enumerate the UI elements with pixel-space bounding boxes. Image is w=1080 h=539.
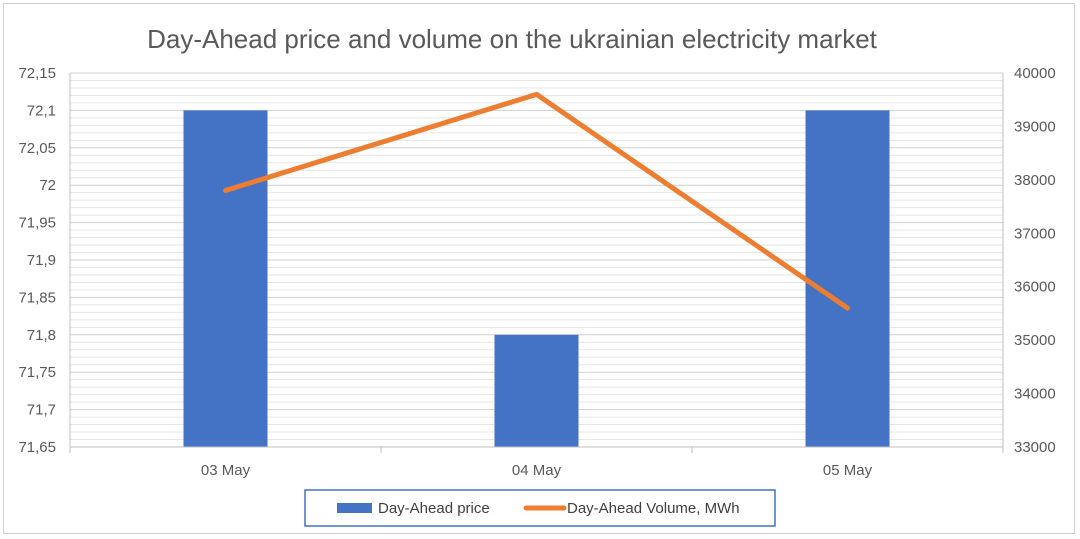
left-tick-label: 71,75 bbox=[18, 364, 56, 381]
bar bbox=[183, 110, 268, 448]
left-tick-label: 72,15 bbox=[18, 65, 56, 82]
right-tick-label: 38000 bbox=[1014, 172, 1056, 189]
legend-bar-label: Day-Ahead price bbox=[378, 500, 490, 517]
left-tick-label: 72,05 bbox=[18, 140, 56, 157]
left-axis-ticks: 72,15 72,1 72,05 72 71,95 71,9 71,85 71,8 71,75 7… bbox=[18, 65, 56, 456]
left-tick-label: 72 bbox=[39, 177, 56, 194]
left-tick-label: 71,7 bbox=[27, 402, 56, 419]
right-axis-ticks: 40000 39000 38000 37000 36000 35000 34000 33000 bbox=[1014, 65, 1056, 456]
left-tick-label: 71,8 bbox=[27, 327, 56, 344]
legend-bar-swatch bbox=[337, 503, 372, 513]
x-tick-label: 03 May bbox=[201, 462, 251, 479]
line-series bbox=[223, 91, 850, 311]
legend: Day-Ahead price Day-Ahead Volume, MWh bbox=[304, 489, 776, 527]
left-tick-label: 71,85 bbox=[18, 289, 56, 306]
right-tick-label: 35000 bbox=[1014, 332, 1056, 349]
right-tick-label: 33000 bbox=[1014, 439, 1056, 456]
bar-series bbox=[183, 110, 890, 448]
volume-line bbox=[223, 91, 850, 311]
chart-frame bbox=[3, 3, 1075, 534]
x-tick-label: 04 May bbox=[512, 462, 562, 479]
chart-title: Day-Ahead price and volume on the ukrain… bbox=[147, 24, 878, 54]
left-tick-label: 71,95 bbox=[18, 215, 56, 232]
x-tick-label: 05 May bbox=[823, 462, 873, 479]
left-tick-label: 71,9 bbox=[27, 252, 56, 269]
left-tick-label: 72,1 bbox=[27, 102, 56, 119]
right-tick-label: 34000 bbox=[1014, 386, 1056, 403]
right-tick-label: 39000 bbox=[1014, 118, 1056, 135]
axes bbox=[69, 73, 1004, 453]
bar bbox=[494, 334, 579, 447]
bar bbox=[805, 110, 890, 448]
legend-line-label: Day-Ahead Volume, MWh bbox=[567, 500, 740, 517]
right-tick-label: 37000 bbox=[1014, 225, 1056, 242]
left-tick-label: 71,65 bbox=[18, 439, 56, 456]
right-tick-label: 36000 bbox=[1014, 279, 1056, 296]
right-tick-label: 40000 bbox=[1014, 65, 1056, 82]
x-axis-ticks: 03 May 04 May 05 May bbox=[201, 462, 873, 479]
